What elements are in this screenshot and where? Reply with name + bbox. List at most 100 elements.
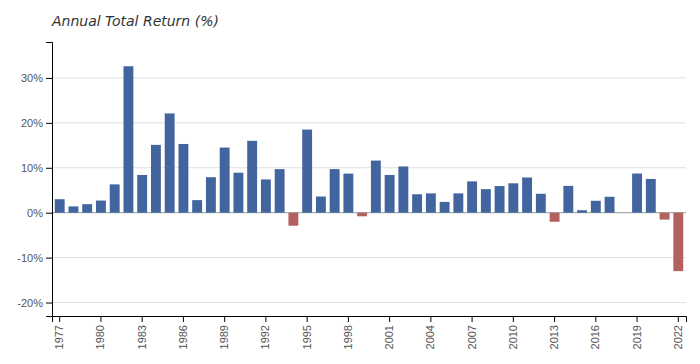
tick: 2016 — [589, 316, 601, 349]
bars — [55, 66, 684, 271]
bar — [453, 193, 463, 212]
tick-label: 2019 — [631, 325, 643, 349]
bar — [247, 141, 257, 213]
tick-label: 30% — [21, 72, 43, 84]
bar — [330, 169, 340, 213]
tick: 2019 — [631, 316, 643, 349]
tick-label: 1998 — [342, 325, 354, 349]
tick-mark — [183, 316, 184, 322]
tick-mark — [348, 316, 349, 322]
tick-label: 2001 — [383, 325, 395, 349]
bar — [316, 197, 326, 213]
tick-mark — [46, 303, 52, 304]
bar — [632, 174, 642, 213]
tick-label: 1980 — [94, 325, 106, 349]
bar — [467, 181, 477, 212]
chart: -20% -10% 0% 10% 20% 30% 1977 1980 1983 1986 1989 1… — [0, 0, 700, 364]
bar — [302, 130, 312, 213]
tick: 1998 — [342, 316, 354, 349]
tick-label: 1977 — [53, 325, 65, 349]
bar — [398, 166, 408, 212]
tick-mark — [59, 316, 60, 322]
tick-label: 20% — [21, 117, 43, 129]
axis-line — [46, 43, 53, 317]
tick: 1992 — [259, 316, 271, 349]
tick-mark — [46, 78, 52, 79]
bar — [192, 200, 202, 213]
tick-label: 2004 — [424, 325, 436, 349]
tick-label: 1992 — [259, 325, 271, 349]
grid-line — [52, 167, 686, 168]
tick: 10% — [21, 162, 52, 174]
grid-line — [52, 302, 686, 303]
tick-mark — [46, 258, 52, 259]
tick-mark — [46, 213, 52, 214]
tick-label: 0% — [27, 207, 43, 219]
bar — [233, 173, 243, 213]
bar — [508, 183, 518, 212]
axis-line — [53, 317, 687, 323]
tick: 2013 — [548, 316, 560, 349]
tick: 1995 — [301, 316, 313, 349]
y-axis: -20% -10% 0% 10% 20% 30% — [17, 43, 52, 317]
tick-label: 2022 — [672, 325, 684, 349]
tick-mark — [224, 316, 225, 322]
tick-label: 10% — [21, 162, 43, 174]
tick: 1980 — [94, 316, 106, 349]
bar — [55, 199, 65, 212]
tick: 2007 — [466, 316, 478, 349]
bar — [605, 197, 615, 213]
bar — [357, 213, 367, 217]
tick-mark — [513, 316, 514, 322]
tick-mark — [46, 168, 52, 169]
bar — [550, 213, 560, 222]
tick-label: 1995 — [301, 325, 313, 349]
bar — [440, 202, 450, 213]
bar — [646, 179, 656, 213]
tick-label: 1983 — [136, 325, 148, 349]
tick-mark — [637, 316, 638, 322]
bar — [96, 201, 106, 213]
bar — [151, 145, 161, 213]
tick-label: 1986 — [177, 325, 189, 349]
grid — [52, 78, 686, 303]
bar — [563, 186, 573, 213]
tick-label: 2016 — [589, 325, 601, 349]
bar — [522, 177, 532, 212]
bar — [137, 175, 147, 213]
tick: 2001 — [383, 316, 395, 349]
tick: 2010 — [507, 316, 519, 349]
tick: 0% — [27, 207, 52, 219]
bar — [673, 213, 683, 271]
tick-mark — [678, 316, 679, 322]
tick-mark — [46, 123, 52, 124]
bar — [206, 177, 216, 212]
bar — [68, 206, 78, 212]
bar — [123, 66, 133, 212]
bar — [371, 161, 381, 213]
grid-line — [52, 257, 686, 258]
tick: 1983 — [136, 316, 148, 349]
tick-mark — [142, 316, 143, 322]
title: Annual Total Return (%) — [51, 13, 219, 29]
bar — [412, 194, 422, 212]
grid-line — [52, 122, 686, 123]
bar — [591, 201, 601, 213]
bar — [385, 175, 395, 213]
bar — [165, 113, 175, 212]
bar — [178, 144, 188, 213]
bar — [481, 189, 491, 213]
tick-label: 2007 — [466, 325, 478, 349]
tick: 20% — [21, 117, 52, 129]
tick-mark — [307, 316, 308, 322]
tick: 1986 — [177, 316, 189, 349]
tick-label: 1989 — [218, 325, 230, 349]
plot: -20% -10% 0% 10% 20% 30% 1977 1980 1983 1986 1989 1… — [17, 43, 686, 350]
bar — [536, 194, 546, 213]
tick: -10% — [17, 252, 52, 264]
tick: -20% — [17, 297, 52, 309]
tick-label: 2013 — [548, 325, 560, 349]
tick: 1977 — [53, 316, 65, 349]
tick-label: -10% — [17, 252, 43, 264]
tick-mark — [472, 316, 473, 322]
